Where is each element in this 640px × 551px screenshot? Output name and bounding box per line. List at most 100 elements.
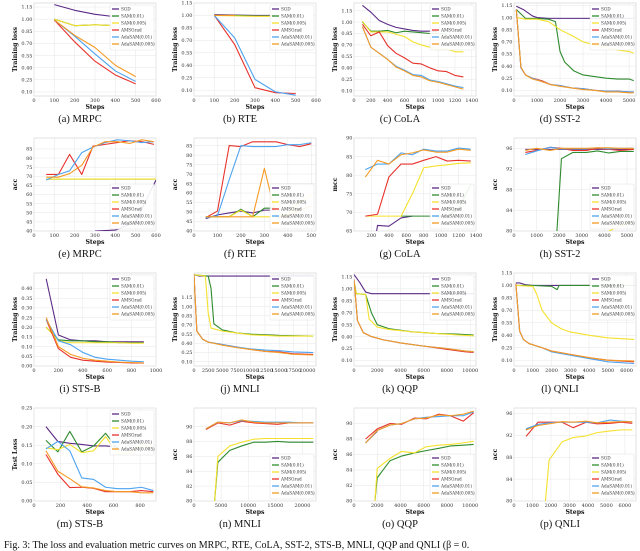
y-tick-label: 0.20 [21, 325, 32, 331]
y-tick-label: 0.70 [21, 41, 32, 47]
y-tick-label: 0.55 [181, 51, 192, 57]
x-axis-label: Steps [245, 239, 265, 246]
x-axis-label: Steps [405, 509, 425, 516]
legend-label: AdaSAM(0.01) [440, 35, 472, 40]
y-tick-label: 0.70 [341, 43, 352, 49]
series-line-sam-0-005 [544, 429, 633, 501]
subplot-caption: (m) STS-B [56, 519, 104, 530]
legend-label: SGD [441, 456, 451, 461]
x-tick-label: 2000 [554, 98, 567, 104]
x-axis-label: Steps [85, 509, 105, 516]
series-line-sam-0-005 [214, 437, 314, 501]
series-line-sam-0-005 [54, 18, 116, 27]
y-tick-label: 88 [346, 437, 352, 443]
y-axis-label: acc [172, 448, 179, 460]
x-axis-label: Steps [565, 239, 585, 246]
y-tick-label: 80 [26, 156, 32, 162]
x-tick-label: 1000 [526, 503, 539, 509]
y-tick-label: 75 [186, 162, 192, 168]
legend-label: SAM(0.01) [601, 14, 624, 19]
y-tick-label: 84 [346, 468, 352, 474]
legend-label: SAM(0.005) [601, 200, 627, 205]
series-line-amsgrad [525, 421, 633, 437]
x-tick-label: 0 [512, 233, 515, 239]
x-tick-label: 0 [192, 503, 195, 509]
y-tick-label: 0.35 [21, 296, 32, 302]
x-tick-label: 200 [230, 98, 240, 104]
y-tick-label: 0.70 [501, 40, 512, 46]
subplot-caption: (a) MRPC [58, 114, 102, 125]
chart-g: 200 400 600 800 1000 1200 1400 65 70 75 80 85 90 Step… [332, 136, 482, 246]
x-tick-label: 10000 [462, 368, 478, 374]
legend-label: AMSGrad [600, 298, 622, 303]
y-tick-label: 90 [346, 421, 352, 427]
y-tick-label: 92 [506, 433, 512, 439]
legend-label: AdaSAM(0.01) [120, 214, 152, 219]
x-tick-label: 4000 [600, 98, 613, 104]
series-line-sam-0-005 [194, 274, 314, 337]
subplot-caption: (l) QNLI [541, 384, 579, 395]
chart-c: 0 200 400 600 800 1000 1200 1400 0.10 0.25 0.40 0.5… [332, 2, 478, 111]
y-tick-label: 0.55 [501, 321, 512, 327]
x-tick-label: 1000 [150, 368, 163, 374]
legend-label: AdaSAM(0.01) [600, 305, 632, 310]
legend-label: SGD [601, 186, 611, 191]
series-line-sam-0-005 [515, 284, 635, 340]
x-tick-label: 0 [352, 368, 355, 374]
legend-label: SAM(0.01) [281, 284, 304, 289]
chart-d: 0 1000 2000 3000 4000 5000 0.10 0.25 0.40 0.55 0.7… [492, 2, 637, 111]
x-axis-label: Steps [405, 374, 425, 381]
subplot-caption: (n) MNLI [219, 519, 261, 530]
x-tick-label: 100 [50, 98, 60, 104]
y-tick-label: 0.55 [21, 53, 32, 59]
x-tick-label: 400 [271, 98, 281, 104]
x-tick-label: 1200 [449, 98, 462, 104]
chart-b: 0 100 200 300 400 500 600 0.10 0.25 0.40 0.55 0.70 0… [172, 1, 321, 111]
x-tick-label: 10000 [240, 503, 256, 509]
x-tick-label: 0 [32, 233, 35, 239]
y-tick-label: 0.55 [181, 332, 192, 338]
legend-label: AdaSAM(0.005) [280, 491, 315, 496]
legend-label: AMSGrad [120, 298, 142, 303]
legend: SGD SAM(0.01) SAM(0.005) AMSGrad AdaSAM(0.01… [429, 183, 475, 230]
legend-label: AMSGrad [120, 207, 142, 212]
series-line-adasam-0-005 [194, 274, 314, 356]
y-tick-label: 0.40 [21, 286, 32, 292]
y-tick-label: 70 [186, 172, 192, 178]
chart-h: 0 1000 2000 3000 4000 5000 80 84 88 92 96 Steps acc S… [492, 137, 637, 246]
y-tick-label: 0.40 [341, 334, 352, 340]
legend-label: SGD [121, 186, 131, 191]
x-tick-label: 8000 [441, 503, 454, 509]
legend: SGD SAM(0.01) SAM(0.005) AMSGrad AdaSAM(0.01… [429, 274, 475, 321]
x-tick-label: 200 [367, 233, 377, 239]
x-tick-label: 6000 [417, 503, 430, 509]
series-line-adasam-0-005 [365, 410, 474, 444]
x-tick-label: 0 [32, 98, 35, 104]
series-line-amsgrad [205, 141, 312, 219]
legend-label: SAM(0.01) [121, 14, 144, 19]
x-axis-label: Steps [245, 104, 265, 111]
x-axis-label: Steps [85, 104, 105, 111]
y-tick-label: 0.55 [341, 322, 352, 328]
y-tick-label: 86 [346, 452, 352, 458]
legend-label: AdaSAM(0.005) [120, 312, 155, 317]
subplot-n: 0 5000 10000 15000 20000 80 82 84 86 88 90 Steps acc… [160, 405, 320, 540]
y-tick-label: 0.70 [181, 323, 192, 329]
chart-k: 0 2000 4000 6000 8000 10000 0.10 0.25 0.40 0.55 0.… [332, 272, 478, 381]
x-tick-label: 12500 [257, 368, 273, 374]
y-tick-label: 1.00 [341, 287, 352, 293]
y-tick-label: 0.85 [501, 27, 512, 33]
y-tick-label: 1.15 [181, 295, 192, 301]
legend-label: AdaSAM(0.01) [600, 35, 632, 40]
legend-label: SAM(0.01) [281, 463, 304, 468]
x-axis-label: Steps [85, 374, 105, 381]
x-axis-label: Steps [405, 104, 425, 111]
x-tick-label: 500 [131, 98, 141, 104]
legend-label: SGD [121, 7, 131, 12]
legend-label: AdaSAM(0.005) [120, 447, 155, 452]
x-tick-label: 400 [384, 233, 394, 239]
y-tick-label: 0.25 [21, 315, 32, 321]
series-group [194, 274, 314, 356]
x-tick-label: 400 [111, 233, 121, 239]
